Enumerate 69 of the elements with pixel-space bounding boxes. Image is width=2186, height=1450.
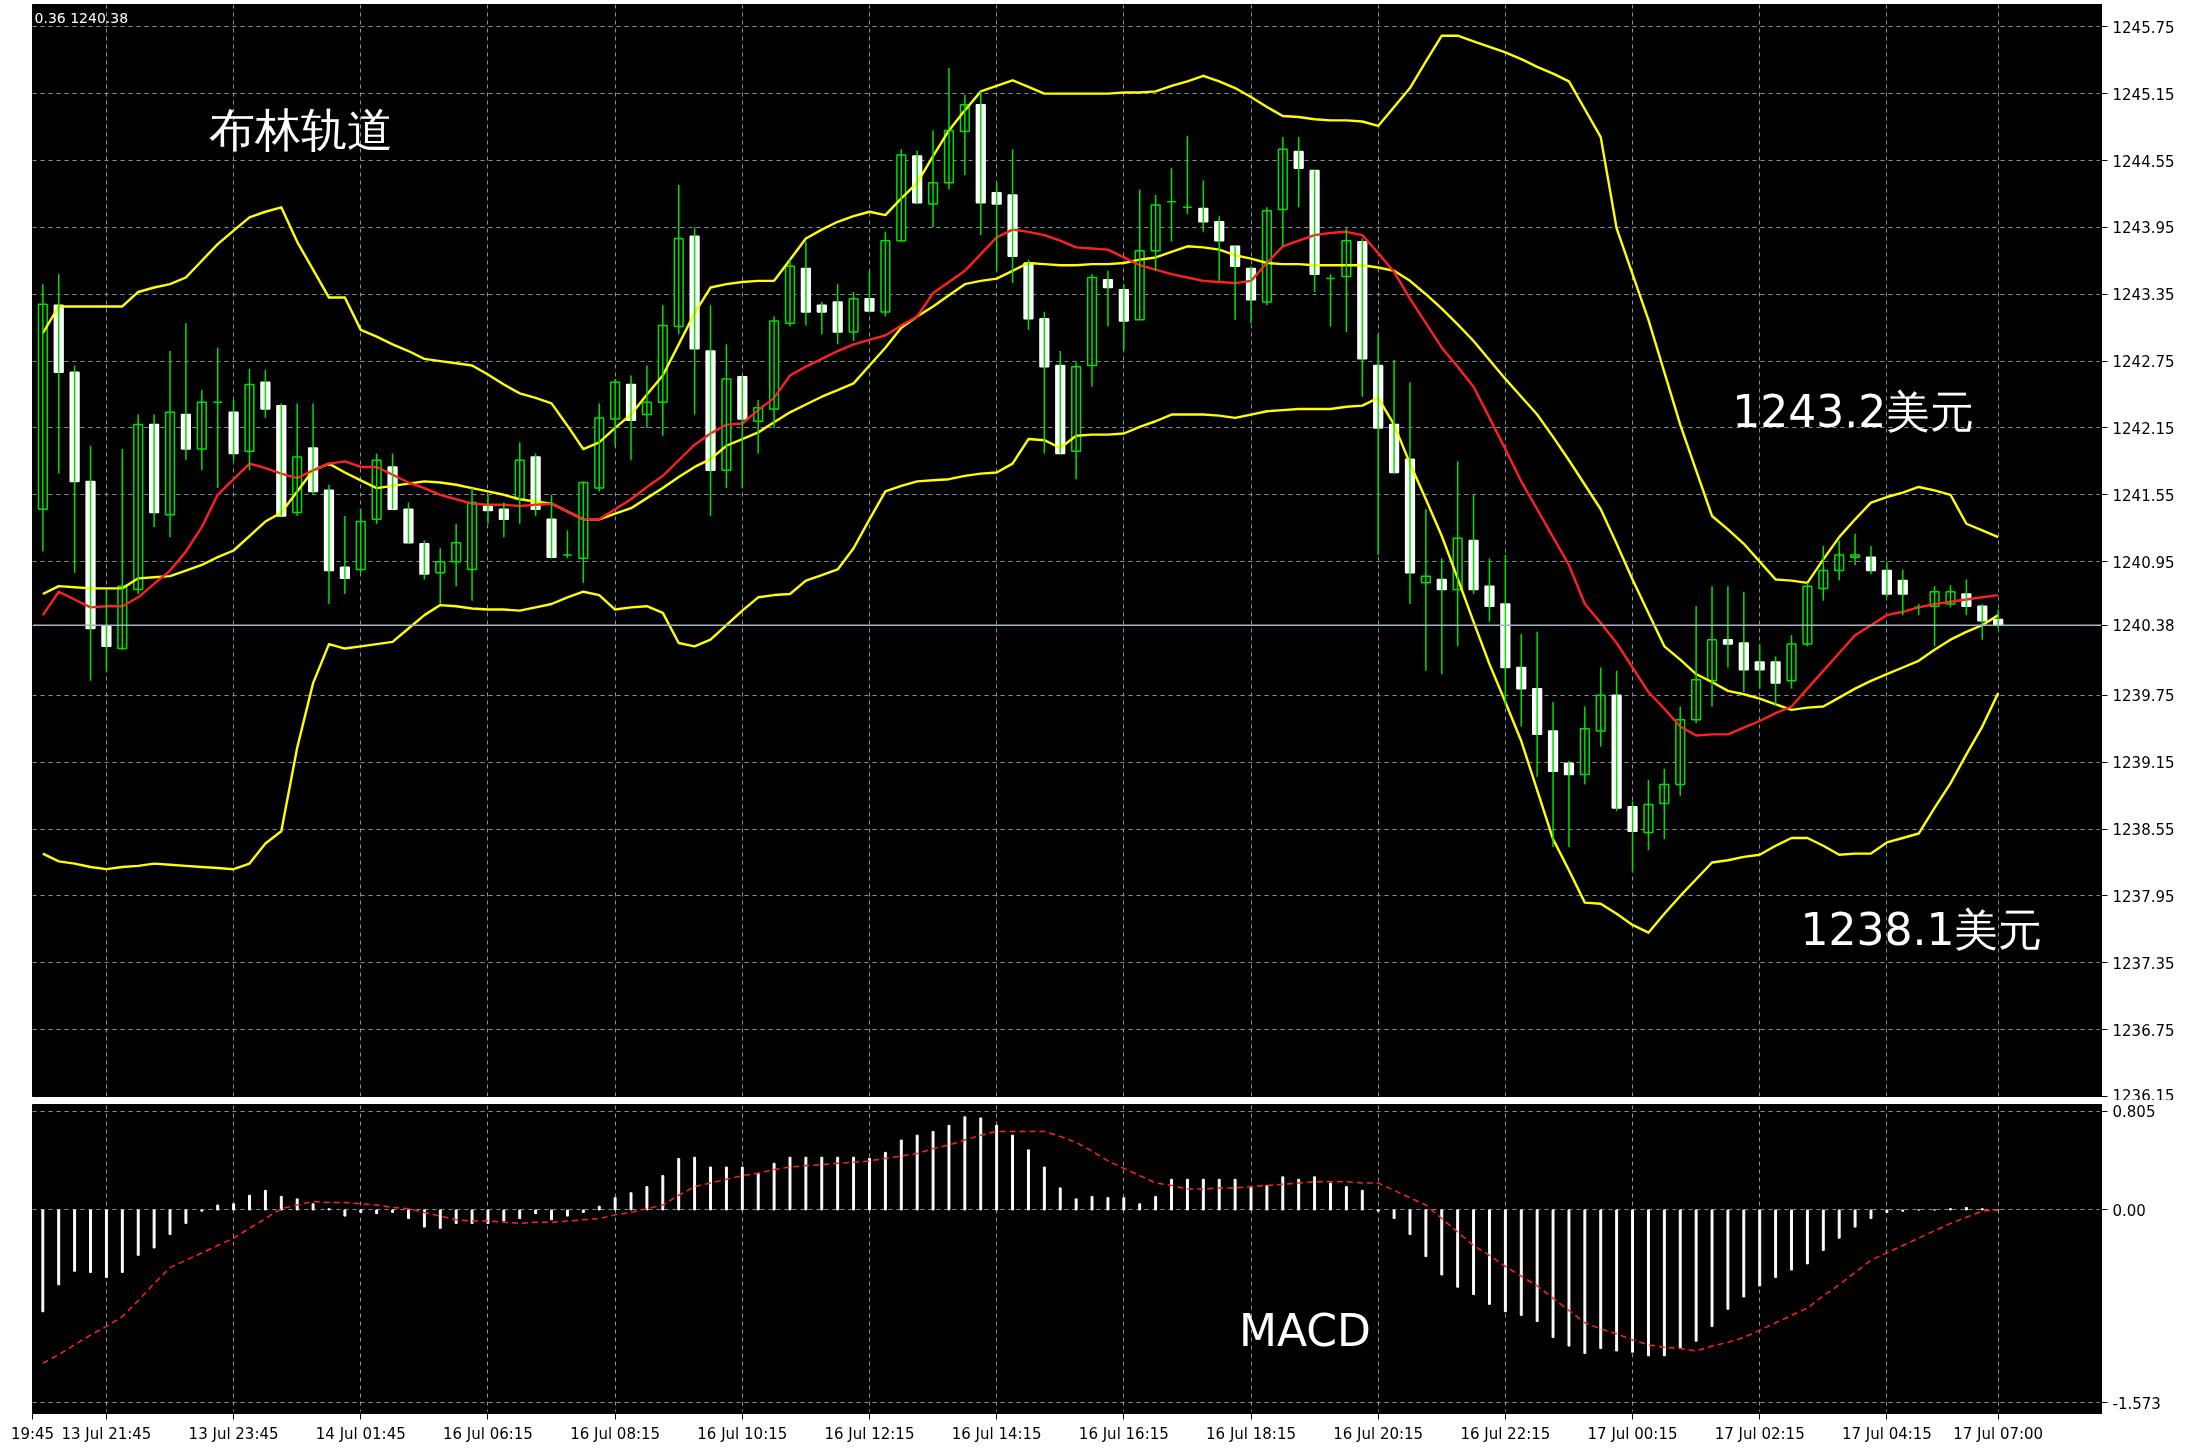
candlestick [101, 588, 112, 672]
candlestick [705, 304, 716, 517]
x-tick-label: 17 Jul 02:15 [1714, 1424, 1805, 1443]
x-tick-label: 17 Jul 04:15 [1841, 1424, 1932, 1443]
annotation: 1238.1美元 [1800, 903, 2043, 955]
candlestick [1627, 800, 1638, 874]
candlestick [848, 291, 859, 342]
annotation: 1243.2美元 [1732, 386, 1975, 438]
candlestick [1023, 258, 1034, 331]
y-tick-label: 0.00 [2112, 1201, 2146, 1220]
ref-line-label: 1240.38 [2112, 617, 2175, 636]
candlestick [1309, 169, 1320, 293]
y-tick-label: 1236.15 [2112, 1086, 2175, 1105]
y-tick-label: 1243.35 [2112, 286, 2175, 305]
x-tick-label: 16 Jul 22:15 [1460, 1424, 1551, 1443]
candlestick [1802, 582, 1813, 648]
x-tick-label: 14 Jul 01:45 [315, 1424, 406, 1443]
text: 19:45 [10, 1424, 55, 1443]
x-tick-label: 17 Jul 00:15 [1587, 1424, 1678, 1443]
y-tick-label: 1237.95 [2112, 887, 2175, 906]
x-tick-label: 16 Jul 16:15 [1078, 1424, 1169, 1443]
x-tick-label: 16 Jul 12:15 [824, 1424, 915, 1443]
candlestick [1643, 779, 1654, 851]
annotation: 布林轨道 [209, 103, 394, 158]
candlestick [689, 226, 700, 416]
y-tick-label: 1242.75 [2112, 353, 2175, 372]
x-tick-label: 16 Jul 08:15 [570, 1424, 661, 1443]
y-tick-label: 1240.95 [2112, 553, 2175, 572]
candlestick [1786, 634, 1797, 690]
candlestick [721, 343, 732, 489]
candlestick [546, 494, 557, 560]
x-tick-label: 17 Jul 07:00 [1953, 1424, 2044, 1443]
candlestick [1341, 227, 1352, 333]
y-tick-label: 1245.75 [2112, 18, 2175, 37]
candlestick [85, 445, 96, 682]
y-tick-label: 1241.55 [2112, 486, 2175, 505]
y-tick-label: 1238.55 [2112, 821, 2175, 840]
y-tick-label: 1244.55 [2112, 152, 2175, 171]
x-tick-label: 13 Jul 21:45 [61, 1424, 152, 1443]
candlestick [228, 399, 239, 461]
annotation: 0.36 1240.38 [34, 9, 129, 26]
y-tick-label: 1245.15 [2112, 85, 2175, 104]
y-tick-label: 0.805 [2112, 1103, 2156, 1122]
y-tick-label: 1243.95 [2112, 219, 2175, 238]
candlestick [1007, 148, 1018, 284]
candlestick [1770, 655, 1781, 707]
candlestick [864, 270, 875, 313]
x-tick-label: 16 Jul 10:15 [697, 1424, 788, 1443]
candlestick [260, 369, 271, 419]
candlestick [435, 547, 446, 605]
candlestick [991, 182, 1002, 272]
candlestick [1484, 557, 1495, 623]
x-tick-label: 16 Jul 18:15 [1206, 1424, 1296, 1443]
line-series [41, 34, 2000, 585]
y-tick-label: 1236.75 [2112, 1021, 2175, 1040]
candlestick [403, 501, 414, 545]
line-series [42, 1130, 1999, 1364]
y-tick-label: 1239.75 [2112, 687, 2175, 706]
y-tick-label: 1242.15 [2112, 419, 2175, 438]
x-tick-label: 13 Jul 23:45 [188, 1424, 279, 1443]
x-tick-label: 16 Jul 14:15 [951, 1424, 1042, 1443]
candlestick [244, 368, 255, 472]
x-tick-label: 16 Jul 20:15 [1333, 1424, 1424, 1443]
y-tick-label: -1.573 [2112, 1394, 2161, 1413]
annotation: MACD [1238, 1304, 1371, 1356]
y-tick-label: 1237.35 [2112, 954, 2175, 973]
y-tick-label: 1239.15 [2112, 754, 2175, 773]
x-tick-label: 16 Jul 06:15 [442, 1424, 533, 1443]
candlestick [1468, 494, 1479, 595]
